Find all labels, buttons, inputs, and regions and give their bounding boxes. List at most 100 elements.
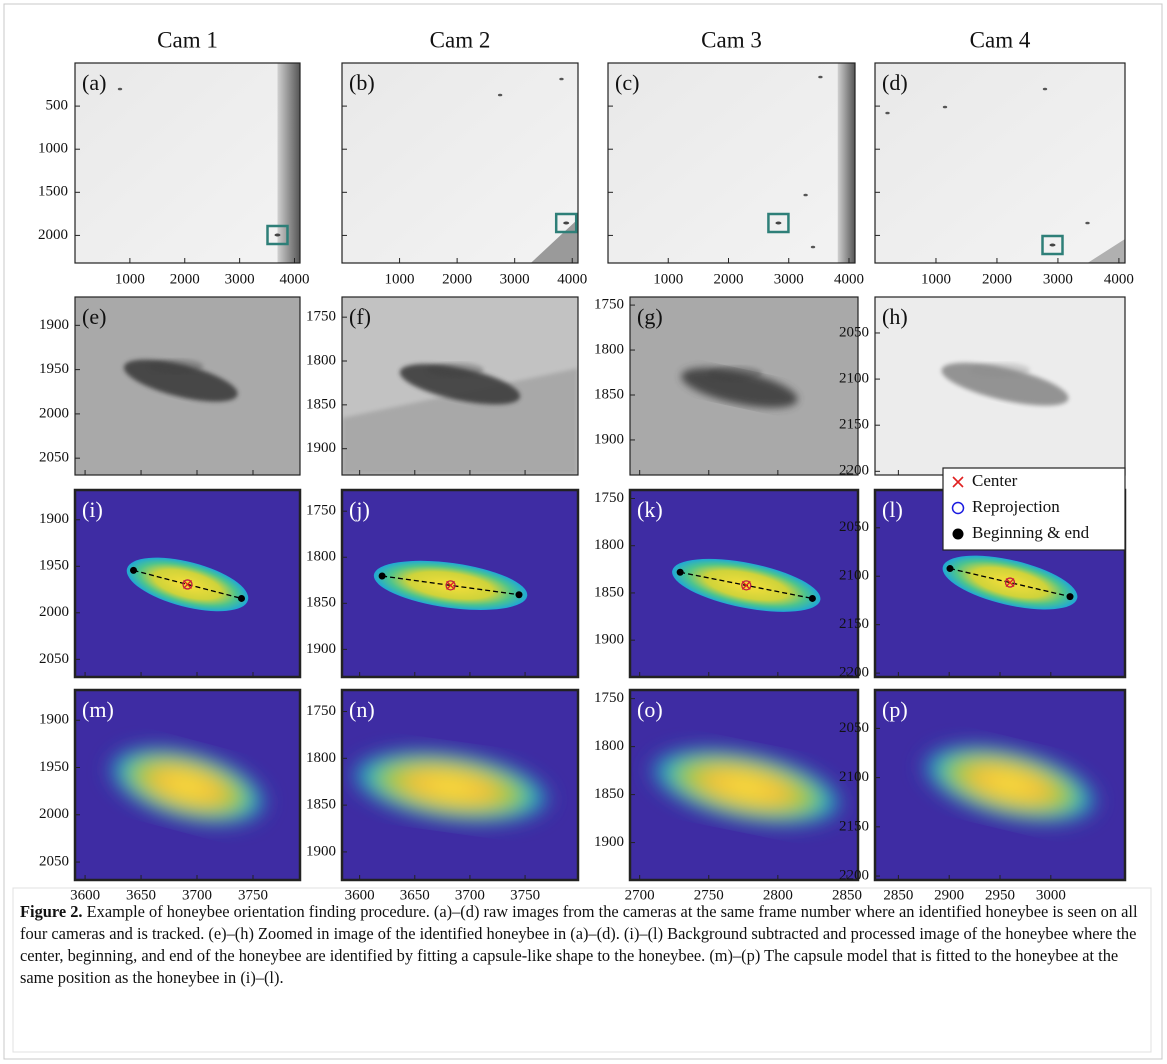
center-marker: [183, 579, 192, 589]
panel-frame: [73, 688, 302, 882]
y-tick-label: 2100: [839, 568, 869, 584]
y-tick-label: 2050: [839, 324, 869, 340]
panel-label: (p): [882, 697, 908, 722]
x-tick-label: 2850: [832, 887, 862, 903]
x-tick-label: 3700: [455, 887, 485, 903]
y-tick-label: 1500: [38, 184, 68, 200]
bee-speck: [274, 233, 281, 237]
x-tick-label: 4000: [834, 271, 864, 287]
y-tick-label: 1900: [39, 511, 69, 527]
y-tick-label: 1800: [306, 750, 336, 766]
y-tick-label: 1800: [594, 341, 624, 357]
panel-label: (e): [82, 304, 106, 329]
panel-label: (m): [82, 697, 114, 722]
y-tick-label: 2050: [39, 651, 69, 667]
column-header: Cam 4: [970, 27, 1031, 52]
center-marker: [446, 580, 456, 590]
panel-label: (n): [349, 697, 375, 722]
panel-frame: [607, 62, 856, 264]
x-tick-label: 3750: [510, 887, 540, 903]
y-tick-label: 1850: [594, 386, 624, 402]
panel-image: [75, 690, 300, 880]
ledge: [1087, 239, 1125, 263]
panel-image: [342, 297, 578, 475]
panel-image: [875, 690, 1125, 880]
panel-image: [342, 63, 578, 263]
x-tick-label: 2700: [625, 887, 655, 903]
end-point: [676, 568, 684, 576]
image-background: [75, 63, 300, 263]
image-background: [342, 63, 578, 263]
y-tick-label: 1750: [306, 503, 336, 519]
selection-box: [767, 212, 790, 234]
panel-image: [342, 490, 578, 677]
y-tick-label: 1900: [39, 317, 69, 333]
panel-frame: [874, 62, 1126, 264]
y-tick-label: 2050: [839, 720, 869, 736]
bee-wing: [970, 362, 1030, 378]
y-tick-label: 2000: [39, 604, 69, 620]
bee: [941, 362, 1069, 406]
panel-frame: [340, 488, 580, 679]
x-tick-label: 2850: [883, 887, 913, 903]
panel-frame: [341, 296, 579, 476]
panel-frame: [340, 688, 580, 882]
panel-label: (f): [349, 304, 371, 329]
y-tick-label: 2150: [839, 417, 869, 433]
y-tick-label: 1850: [306, 396, 336, 412]
bee-wing: [426, 362, 484, 378]
legend-marker: [951, 501, 965, 515]
bee-speck: [563, 221, 570, 225]
bee-wing: [149, 359, 204, 374]
panel-label: (g): [637, 304, 663, 329]
center-marker: [1005, 578, 1015, 588]
panel-image: [630, 297, 858, 475]
panel-label: (b): [349, 70, 375, 95]
y-tick-label: 2200: [839, 665, 869, 681]
y-tick-label: 1750: [306, 309, 336, 325]
x-tick-label: 3000: [1043, 271, 1073, 287]
x-tick-label: 3000: [225, 271, 255, 287]
capsule-model: [642, 744, 850, 830]
panel-frame: [628, 488, 860, 679]
x-tick-label: 1000: [385, 271, 415, 287]
end-point: [946, 565, 954, 573]
image-background: [875, 63, 1125, 263]
y-tick-label: 1000: [38, 141, 68, 157]
y-tick-label: 500: [46, 98, 69, 114]
panel-frame: [73, 488, 302, 679]
selection-box: [266, 224, 289, 246]
x-tick-label: 2800: [763, 887, 793, 903]
x-tick-label: 3600: [345, 887, 375, 903]
x-tick-label: 4000: [1104, 271, 1134, 287]
speck: [1085, 221, 1090, 225]
x-tick-label: 2000: [982, 271, 1012, 287]
y-tick-label: 1750: [306, 703, 336, 719]
y-tick-label: 1800: [594, 537, 624, 553]
reprojection-marker: [741, 580, 752, 591]
image-background: [608, 63, 855, 263]
y-tick-label: 1850: [594, 584, 624, 600]
panel-label: (h): [882, 304, 908, 329]
x-tick-label: 3750: [238, 887, 268, 903]
x-tick-label: 2750: [694, 887, 724, 903]
end-point: [808, 594, 816, 602]
y-tick-label: 1900: [306, 641, 336, 657]
y-tick-label: 1850: [594, 786, 624, 802]
speck: [885, 111, 890, 115]
speck: [117, 87, 123, 91]
y-tick-label: 2150: [839, 818, 869, 834]
y-tick-label: 1900: [594, 632, 624, 648]
y-tick-label: 1750: [594, 490, 624, 506]
reprojection-marker: [445, 580, 456, 591]
panel-label: (i): [82, 497, 103, 522]
legend-label: Center: [972, 471, 1018, 490]
bee: [681, 367, 798, 408]
selection-box: [554, 212, 578, 234]
y-tick-label: 2100: [839, 769, 869, 785]
y-tick-label: 1800: [594, 738, 624, 754]
panel-image: [875, 63, 1125, 263]
y-tick-label: 2200: [839, 463, 869, 479]
x-tick-label: 3650: [126, 887, 156, 903]
